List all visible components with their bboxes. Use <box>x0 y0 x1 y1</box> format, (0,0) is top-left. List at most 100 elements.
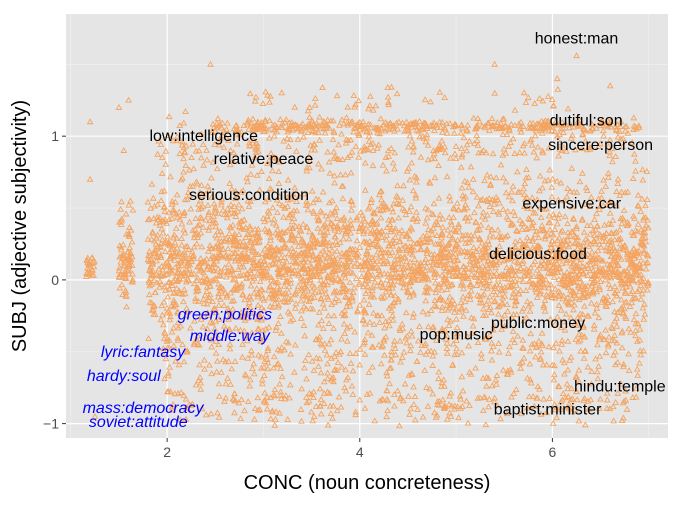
data-point <box>183 242 191 249</box>
data-point <box>567 353 575 360</box>
data-point <box>476 118 483 125</box>
data-point <box>580 286 588 293</box>
data-point <box>359 283 367 290</box>
data-point <box>424 156 432 163</box>
data-point <box>295 251 303 258</box>
data-point <box>564 393 572 400</box>
data-point <box>145 291 153 298</box>
data-point <box>548 123 556 130</box>
data-point <box>619 308 627 315</box>
data-point <box>331 172 338 179</box>
data-point <box>258 364 265 371</box>
data-point <box>287 317 295 324</box>
data-point <box>275 168 283 175</box>
data-point <box>579 323 587 330</box>
data-point <box>275 269 282 276</box>
data-point <box>632 332 639 339</box>
data-point <box>503 410 511 417</box>
data-point <box>375 341 383 348</box>
data-point <box>271 386 279 393</box>
data-point <box>550 240 558 247</box>
data-point <box>438 234 445 241</box>
data-point <box>246 197 254 204</box>
data-point <box>364 269 372 276</box>
data-point <box>488 356 496 363</box>
data-point <box>181 196 189 203</box>
data-point <box>181 229 189 236</box>
data-point <box>438 303 446 310</box>
data-point <box>368 275 376 282</box>
data-point <box>624 218 631 225</box>
data-point <box>263 264 271 271</box>
data-point <box>173 137 180 144</box>
data-point <box>243 274 251 281</box>
data-point <box>537 283 545 290</box>
data-point <box>370 210 378 217</box>
data-point <box>424 141 432 148</box>
data-point <box>603 243 610 250</box>
data-point <box>473 137 481 143</box>
data-point <box>469 188 477 195</box>
data-point <box>316 333 323 340</box>
data-point <box>346 258 353 264</box>
data-point <box>622 275 630 282</box>
data-point <box>578 145 586 152</box>
data-point <box>224 205 232 212</box>
data-point <box>558 340 566 347</box>
data-point <box>378 233 385 240</box>
data-point <box>548 193 556 200</box>
data-point <box>362 262 370 269</box>
data-point <box>266 229 273 236</box>
data-point <box>211 243 219 250</box>
data-point <box>385 285 393 292</box>
data-point <box>161 375 168 382</box>
data-point <box>531 132 539 139</box>
data-point <box>298 417 305 424</box>
data-point <box>379 294 386 301</box>
data-point <box>513 253 521 260</box>
data-point <box>570 188 578 195</box>
data-point <box>128 238 136 245</box>
data-point <box>343 337 351 344</box>
data-point <box>470 244 478 250</box>
data-point <box>297 297 305 304</box>
data-point <box>286 236 293 243</box>
data-point <box>576 116 584 123</box>
data-point <box>628 259 636 266</box>
data-point <box>456 272 464 278</box>
data-point <box>459 387 467 394</box>
data-point <box>483 300 490 307</box>
data-point <box>580 242 587 249</box>
data-point <box>219 132 226 139</box>
data-point <box>389 208 397 215</box>
data-point <box>514 227 521 234</box>
data-point <box>621 127 629 134</box>
annotation-label: hardy:soul <box>87 368 161 385</box>
data-point <box>217 237 225 244</box>
data-point <box>268 243 276 250</box>
data-point <box>278 373 286 380</box>
data-point <box>175 266 182 273</box>
data-point <box>372 220 380 227</box>
data-point <box>320 222 327 229</box>
data-point <box>251 154 259 161</box>
data-point <box>618 188 626 195</box>
data-point <box>583 222 591 228</box>
data-point <box>544 176 552 183</box>
data-point <box>166 316 174 323</box>
data-point <box>284 176 292 183</box>
data-point <box>640 315 648 322</box>
data-point <box>230 271 237 278</box>
data-point <box>539 184 546 191</box>
data-point <box>458 151 466 158</box>
data-point <box>412 194 420 201</box>
data-point <box>197 229 205 236</box>
data-point <box>544 249 552 256</box>
data-point <box>564 220 571 227</box>
data-point <box>536 172 544 179</box>
data-point <box>451 122 459 129</box>
data-point <box>158 302 166 309</box>
data-point <box>221 289 229 296</box>
data-point <box>398 275 405 282</box>
data-point <box>306 113 313 120</box>
